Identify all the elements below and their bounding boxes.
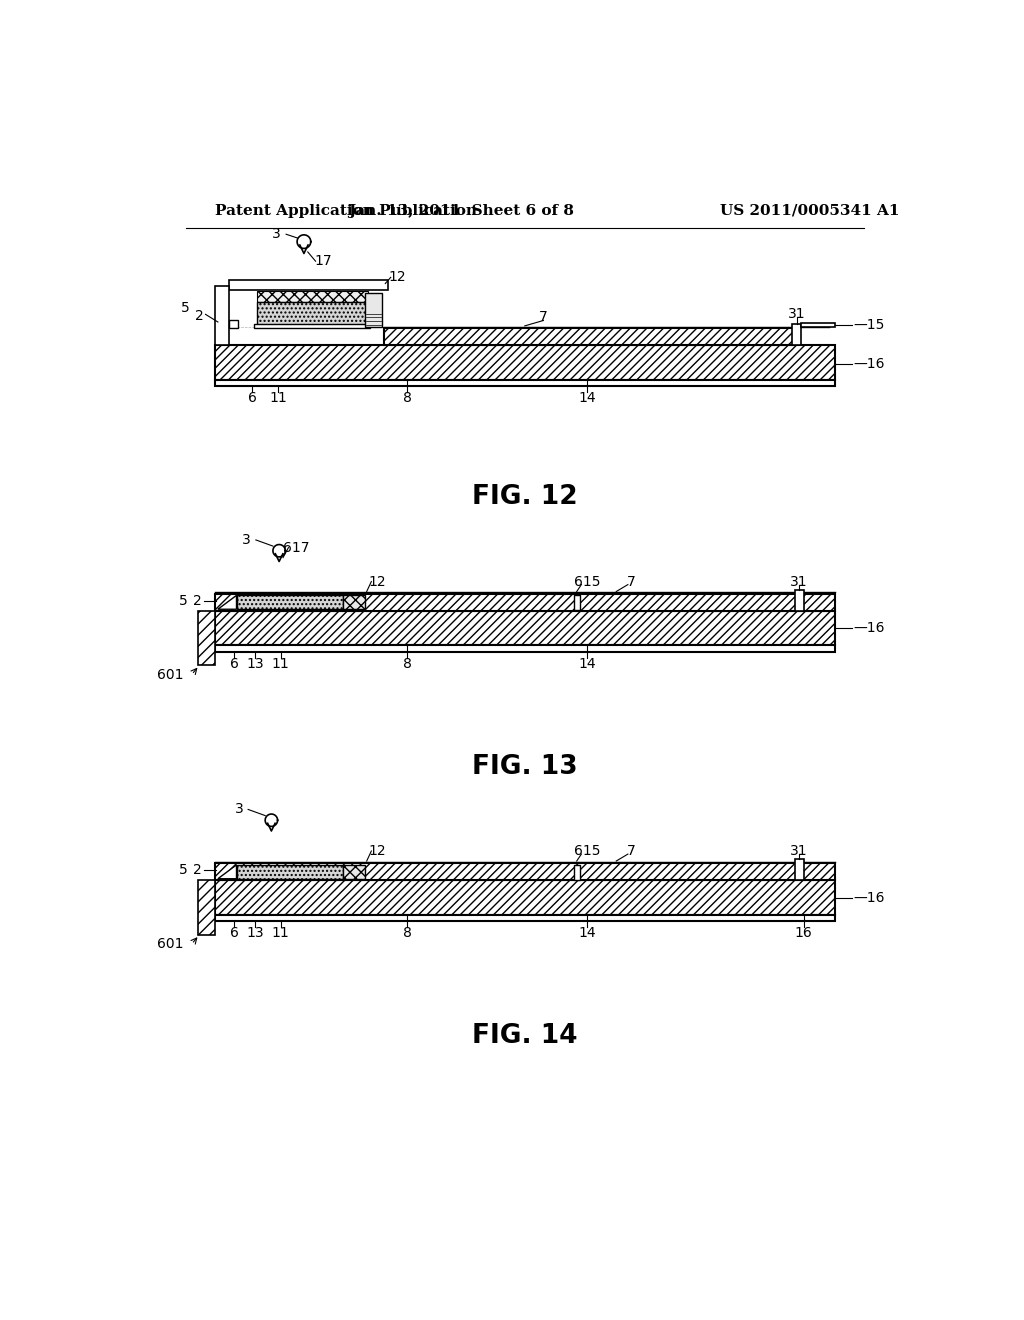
Text: —15: —15 bbox=[853, 318, 885, 333]
Bar bbox=[384, 329, 795, 345]
Bar bbox=[228, 319, 238, 329]
Bar bbox=[215, 880, 835, 915]
Text: 617: 617 bbox=[283, 541, 309, 554]
Text: 17: 17 bbox=[314, 255, 332, 268]
Text: 7: 7 bbox=[628, 574, 636, 589]
Bar bbox=[215, 645, 835, 652]
Text: 2: 2 bbox=[194, 863, 202, 878]
Text: 8: 8 bbox=[402, 391, 412, 405]
Text: 11: 11 bbox=[271, 657, 290, 671]
Text: 31: 31 bbox=[791, 843, 808, 858]
Text: 14: 14 bbox=[578, 391, 596, 405]
Text: 7: 7 bbox=[539, 310, 548, 325]
Bar bbox=[795, 859, 804, 880]
Text: 3: 3 bbox=[243, 533, 251, 546]
Text: 6: 6 bbox=[248, 391, 256, 405]
Text: 11: 11 bbox=[269, 391, 287, 405]
Text: 16: 16 bbox=[795, 927, 813, 940]
Bar bbox=[254, 325, 370, 329]
Text: 5: 5 bbox=[181, 301, 189, 315]
Text: 13: 13 bbox=[247, 927, 264, 940]
Bar bbox=[215, 286, 228, 345]
Text: 8: 8 bbox=[402, 657, 412, 671]
Text: 6: 6 bbox=[229, 927, 239, 940]
Text: 8: 8 bbox=[402, 927, 412, 940]
Bar bbox=[343, 865, 366, 879]
Text: 3: 3 bbox=[234, 803, 244, 817]
Bar bbox=[802, 323, 835, 326]
Bar bbox=[198, 611, 215, 665]
Text: 615: 615 bbox=[574, 574, 601, 589]
Bar bbox=[237, 595, 343, 610]
Text: 12: 12 bbox=[369, 574, 386, 589]
Text: 5: 5 bbox=[179, 863, 188, 878]
Bar bbox=[215, 915, 835, 921]
Text: 14: 14 bbox=[578, 927, 596, 940]
Text: FIG. 13: FIG. 13 bbox=[472, 754, 578, 780]
Bar bbox=[237, 865, 343, 879]
Text: FIG. 12: FIG. 12 bbox=[472, 484, 578, 511]
Text: —16: —16 bbox=[853, 891, 885, 904]
Text: 31: 31 bbox=[791, 574, 808, 589]
Text: 2: 2 bbox=[195, 309, 204, 323]
Bar bbox=[793, 325, 802, 345]
Polygon shape bbox=[218, 595, 237, 610]
Text: 12: 12 bbox=[388, 271, 406, 284]
Text: 601: 601 bbox=[158, 668, 183, 681]
Text: 3: 3 bbox=[272, 227, 282, 242]
Text: 31: 31 bbox=[788, 308, 806, 321]
Text: Patent Application Publication: Patent Application Publication bbox=[215, 203, 477, 218]
Text: —16: —16 bbox=[853, 622, 885, 635]
Text: 11: 11 bbox=[271, 927, 290, 940]
Bar bbox=[573, 865, 580, 879]
Bar bbox=[198, 880, 215, 935]
Text: 12: 12 bbox=[369, 843, 386, 858]
Text: Jan. 13, 2011  Sheet 6 of 8: Jan. 13, 2011 Sheet 6 of 8 bbox=[348, 203, 574, 218]
Bar bbox=[257, 292, 369, 302]
Text: 7: 7 bbox=[628, 843, 636, 858]
Text: 13: 13 bbox=[247, 657, 264, 671]
Text: US 2011/0005341 A1: US 2011/0005341 A1 bbox=[720, 203, 900, 218]
Bar bbox=[215, 594, 835, 611]
Text: 2: 2 bbox=[194, 594, 202, 607]
Text: 615: 615 bbox=[574, 843, 601, 858]
Text: FIG. 14: FIG. 14 bbox=[472, 1023, 578, 1049]
Bar bbox=[366, 293, 382, 326]
Text: —16: —16 bbox=[853, 356, 885, 371]
Bar bbox=[215, 345, 835, 380]
Text: 14: 14 bbox=[578, 657, 596, 671]
Bar bbox=[215, 863, 835, 880]
Bar bbox=[257, 302, 369, 326]
Bar bbox=[215, 380, 835, 385]
Polygon shape bbox=[218, 865, 237, 879]
Text: 601: 601 bbox=[158, 937, 183, 952]
Bar bbox=[228, 280, 388, 289]
Bar bbox=[215, 611, 835, 645]
Bar bbox=[343, 595, 366, 610]
Bar bbox=[795, 590, 804, 611]
Bar bbox=[573, 595, 580, 610]
Text: 5: 5 bbox=[179, 594, 188, 607]
Text: 6: 6 bbox=[229, 657, 239, 671]
